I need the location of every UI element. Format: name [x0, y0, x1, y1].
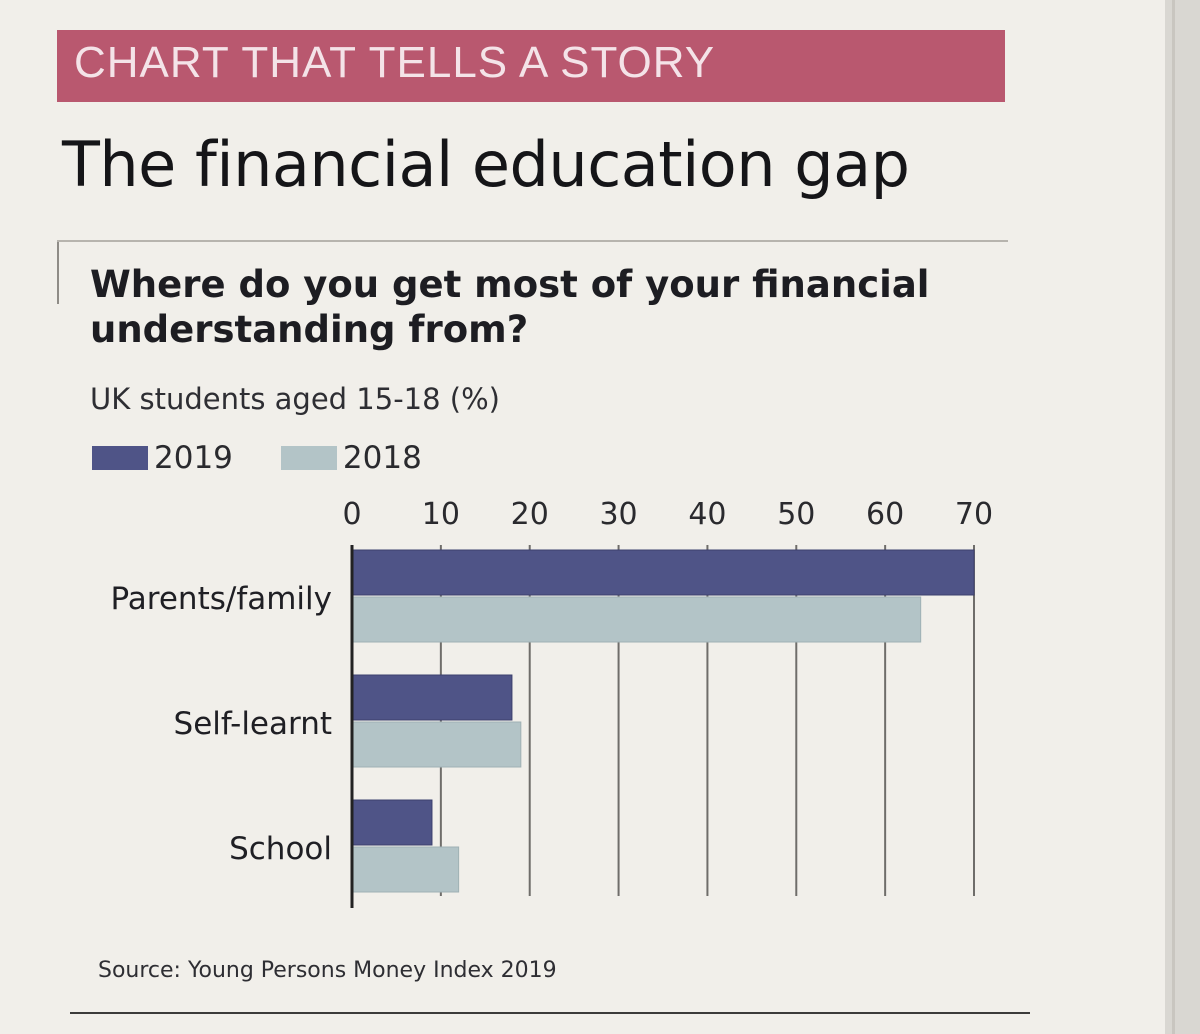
- x-tick-label: 30: [599, 497, 637, 532]
- chart-side-rule: [57, 242, 59, 304]
- bar-2019-1: [351, 674, 513, 721]
- headline: The financial education gap: [62, 128, 910, 201]
- category-label: Self-learnt: [174, 706, 332, 742]
- chart-legend: 2019 2018: [92, 438, 470, 478]
- x-tick-label: 40: [688, 497, 726, 532]
- bar-2018-1: [351, 721, 522, 768]
- x-tick-label: 70: [955, 497, 993, 532]
- legend-label-2019: 2019: [154, 440, 233, 476]
- x-tick-label: 10: [422, 497, 460, 532]
- chart-subtitle: UK students aged 15-18 (%): [90, 382, 500, 416]
- category-label: Parents/family: [110, 581, 332, 617]
- legend-swatch-2018: [280, 446, 337, 470]
- bar-2019-2: [351, 799, 433, 846]
- x-tick-label: 60: [866, 497, 904, 532]
- page-gutter: [1165, 0, 1200, 1034]
- x-tick-label: 20: [511, 497, 549, 532]
- chart-bottom-rule: [70, 1012, 1030, 1014]
- magazine-page: [0, 0, 1165, 1034]
- section-banner: [57, 30, 1005, 102]
- bar-2019-0: [351, 549, 975, 596]
- page-fold-line: [1172, 0, 1175, 1034]
- category-label: School: [229, 831, 332, 867]
- legend-swatch-2019: [92, 446, 148, 470]
- legend-item-2019: 2019: [92, 440, 233, 476]
- x-tick-label: 0: [342, 497, 361, 532]
- legend-label-2018: 2018: [342, 440, 422, 476]
- x-tick-label: 50: [777, 497, 815, 532]
- legend-item-2018: 2018: [280, 440, 422, 476]
- source-note: Source: Young Persons Money Index 2019: [98, 958, 557, 983]
- bar-2018-0: [351, 596, 922, 643]
- chart-top-rule: [57, 240, 1008, 242]
- chart-title: Where do you get most of your financial …: [90, 263, 930, 352]
- bar-2018-2: [351, 846, 460, 893]
- section-banner-label: CHART THAT TELLS A STORY: [74, 38, 716, 87]
